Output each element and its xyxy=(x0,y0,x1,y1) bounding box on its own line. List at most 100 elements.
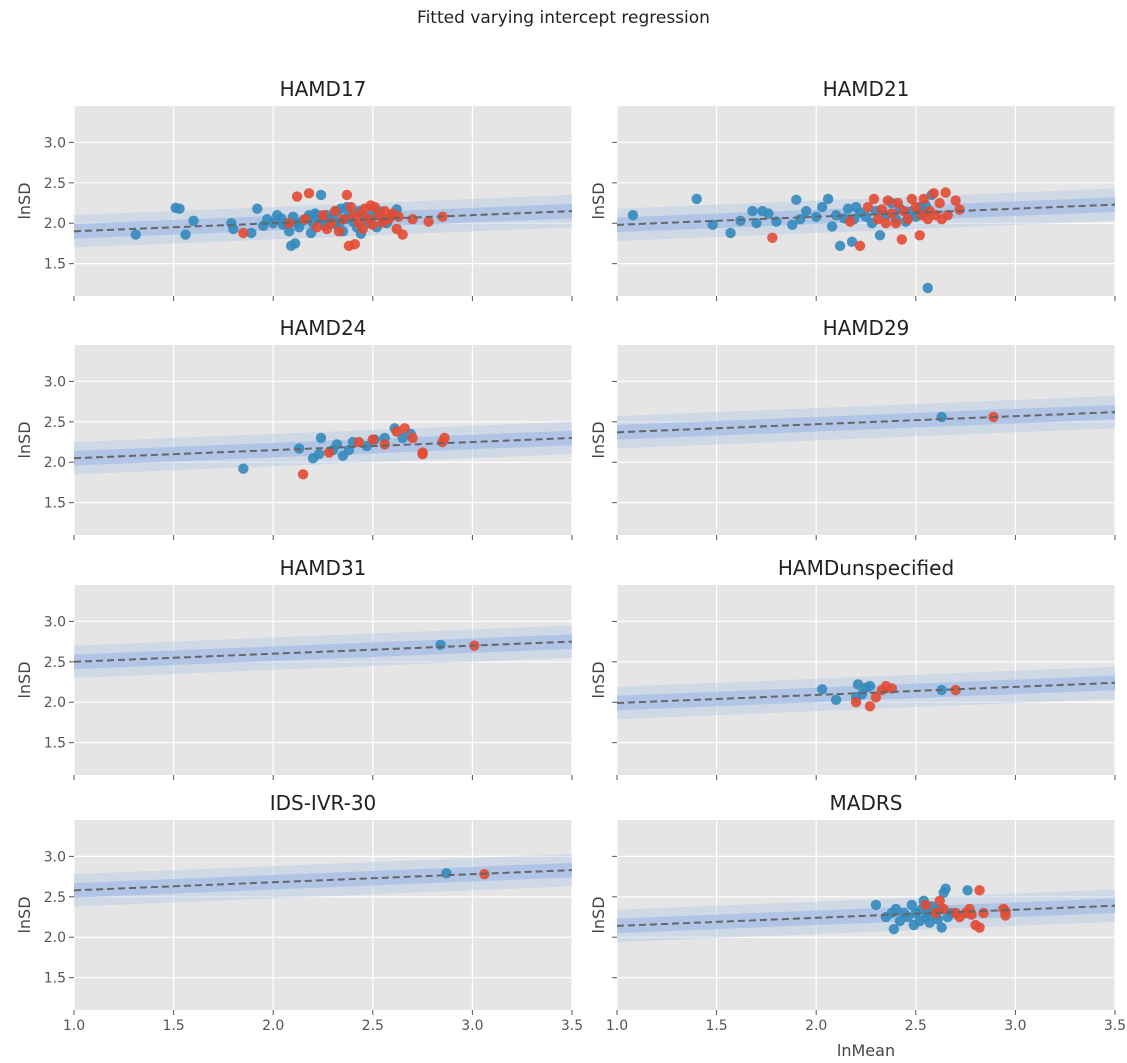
data-point xyxy=(906,899,918,911)
data-point xyxy=(325,218,337,229)
data-point xyxy=(435,639,446,651)
data-point xyxy=(369,201,380,213)
data-point xyxy=(627,209,639,221)
data-point xyxy=(914,230,925,241)
data-point xyxy=(870,899,882,911)
data-point xyxy=(874,230,886,241)
panel-madrs: MADRS 1.0 1.5 2.0 2.5 3.0 3.5 lnSD xyxy=(589,791,1126,1034)
data-point xyxy=(934,895,945,907)
data-point xyxy=(725,227,736,239)
panel-title: HAMD21 xyxy=(823,77,910,101)
fit-line xyxy=(617,681,1115,705)
data-point xyxy=(391,426,402,437)
data-point xyxy=(940,187,951,198)
y-tick-label: 3.0 xyxy=(44,849,66,865)
uncertainty-band-inner xyxy=(617,898,1115,934)
data-point xyxy=(238,227,249,239)
data-point xyxy=(367,219,378,231)
y-tick-label: 2.0 xyxy=(44,216,66,232)
data-point xyxy=(397,229,408,240)
data-point xyxy=(936,411,947,423)
data-point xyxy=(846,236,858,248)
data-point xyxy=(801,205,812,217)
uncertainty-band-inner xyxy=(74,634,572,670)
y-axis-label: lnSD xyxy=(15,182,34,219)
data-point xyxy=(880,218,892,229)
data-point xyxy=(940,883,951,894)
data-point xyxy=(850,697,862,708)
data-point xyxy=(830,694,842,706)
y-tick-label: 2.5 xyxy=(44,415,66,431)
data-point xyxy=(349,239,361,250)
data-point xyxy=(868,193,880,205)
x-tick-label: 2.5 xyxy=(362,1018,384,1034)
data-point xyxy=(407,432,418,444)
data-point xyxy=(751,218,762,229)
x-tick-label: 3.0 xyxy=(1004,1018,1026,1034)
y-axis-label: lnSD xyxy=(15,661,34,698)
panel-plot-area xyxy=(617,187,1115,294)
panel-plot-area xyxy=(74,853,572,907)
data-point xyxy=(311,222,323,233)
panel-background xyxy=(74,106,572,296)
data-point xyxy=(1000,910,1011,921)
data-point xyxy=(816,201,828,213)
data-point xyxy=(357,223,369,235)
data-point xyxy=(830,209,842,221)
panel-title: HAMD29 xyxy=(823,316,910,340)
data-point xyxy=(928,188,939,199)
data-point xyxy=(399,423,410,434)
y-axis-label: lnSD xyxy=(589,182,608,219)
data-point xyxy=(767,232,778,243)
panel-background xyxy=(617,345,1115,535)
panel-title: MADRS xyxy=(830,791,903,815)
fit-line xyxy=(74,210,572,233)
panel-background xyxy=(74,585,572,775)
y-tick-label: 2.0 xyxy=(44,930,66,946)
y-axis-label: lnSD xyxy=(15,896,34,933)
fit-line xyxy=(74,436,572,460)
fit-line xyxy=(74,869,572,892)
data-point xyxy=(922,282,933,294)
y-axis-label: lnSD xyxy=(589,421,608,458)
data-point xyxy=(130,229,141,240)
data-point xyxy=(826,221,838,232)
data-point xyxy=(341,189,353,201)
data-point xyxy=(791,194,802,205)
panel-ids-ivr-30: IDS-IVR-30 1.0 1.5 2.0 2.5 3.0 3.5 1.5 2.0 2.5 3.0… xyxy=(15,791,583,1034)
panel-hamd31: HAMD31 1.5 2.0 2.5 3.0 lnSD xyxy=(15,556,573,780)
data-point xyxy=(902,213,914,225)
y-tick-label: 3.0 xyxy=(44,614,66,630)
fit-line xyxy=(617,904,1115,927)
data-point xyxy=(289,238,301,249)
data-point xyxy=(834,240,846,252)
y-tick-label: 1.5 xyxy=(44,736,66,752)
x-tick-label: 1.0 xyxy=(63,1018,85,1034)
x-tick-label: 1.0 xyxy=(606,1018,628,1034)
data-point xyxy=(954,204,965,215)
panel-title: HAMD17 xyxy=(280,77,367,101)
data-point xyxy=(924,917,935,928)
y-tick-label: 1.5 xyxy=(44,496,66,512)
panel-plot-area xyxy=(74,421,572,480)
panel-title: IDS-IVR-30 xyxy=(270,791,377,815)
data-point xyxy=(910,201,921,213)
data-point xyxy=(888,923,900,935)
data-point xyxy=(763,208,774,219)
data-point xyxy=(950,684,961,696)
data-point xyxy=(315,432,327,444)
data-point xyxy=(918,193,929,205)
y-axis-label: lnSD xyxy=(589,661,608,698)
data-point xyxy=(787,219,798,231)
data-point xyxy=(896,234,908,245)
data-point xyxy=(854,240,866,252)
data-point xyxy=(978,907,989,919)
panel-plot-area xyxy=(74,188,572,252)
data-point xyxy=(920,899,931,911)
data-point xyxy=(252,203,263,214)
data-point xyxy=(942,209,953,221)
data-point xyxy=(747,205,758,217)
data-point xyxy=(417,448,428,460)
panel-title: HAMD31 xyxy=(280,556,367,580)
data-point xyxy=(822,193,834,205)
